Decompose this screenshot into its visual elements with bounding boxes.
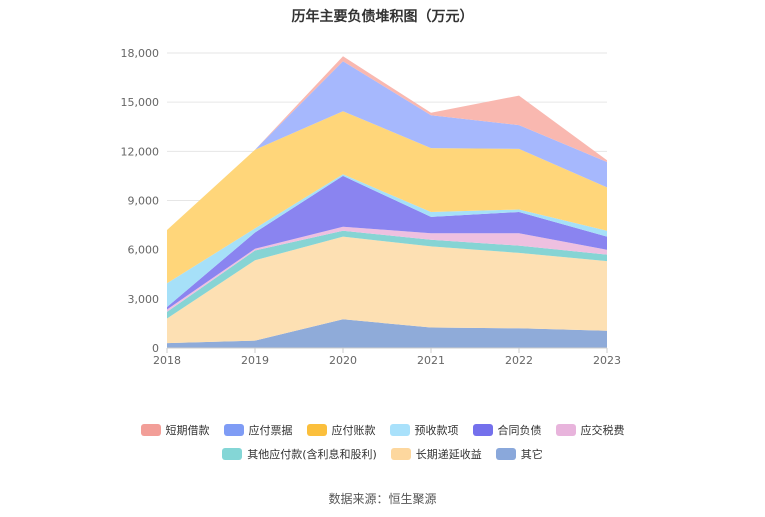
legend-row-2: 其他应付款(含利息和股利) 长期递延收益 其它 — [0, 446, 765, 462]
legend-swatch — [223, 424, 244, 436]
area-series-4 — [167, 175, 607, 310]
legend-item[interactable]: 其他应付款(含利息和股利) — [222, 446, 377, 462]
legend-row-1: 短期借款 应付票据 应付账款 预收款项 合同负债 应交税费 — [0, 422, 765, 438]
source-note: 数据来源：恒生聚源 — [328, 492, 437, 506]
legend-label: 应付票据 — [248, 424, 293, 437]
area-series-0 — [167, 319, 607, 348]
y-tick-label: 6,000 — [128, 244, 160, 257]
y-tick-label: 15,000 — [121, 96, 160, 109]
legend-swatch — [495, 448, 516, 460]
legend-item[interactable]: 应付票据 — [223, 422, 293, 438]
legend-swatch — [222, 448, 243, 460]
x-tick-label: 2021 — [417, 354, 445, 367]
area-layers — [167, 56, 607, 348]
y-tick-label: 9,000 — [128, 195, 160, 208]
x-tick-label: 2019 — [241, 354, 269, 367]
y-tick-label: 18,000 — [121, 47, 160, 60]
legend-swatch — [306, 424, 327, 436]
legend-item[interactable]: 预收款项 — [389, 422, 459, 438]
legend-label: 短期借款 — [165, 424, 210, 437]
legend-label: 其它 — [520, 448, 543, 461]
legend: 短期借款 应付票据 应付账款 预收款项 合同负债 应交税费 其他应付款(含利息和股利) 长期… — [0, 422, 765, 470]
legend-item[interactable]: 长期递延收益 — [390, 446, 482, 462]
legend-label: 合同负债 — [497, 424, 542, 437]
legend-label: 应付账款 — [331, 424, 376, 437]
legend-item[interactable]: 短期借款 — [140, 422, 210, 438]
legend-label: 其他应付款(含利息和股利) — [247, 448, 377, 461]
axes: 0 3,000 6,000 9,000 12,000 15,000 18,000 2018 20… — [121, 47, 622, 367]
legend-swatch — [390, 448, 411, 460]
area-series-1 — [167, 236, 607, 344]
x-tick-label: 2023 — [593, 354, 621, 367]
legend-label: 预收款项 — [414, 424, 459, 437]
y-tick-label: 12,000 — [121, 145, 160, 158]
y-tick-label: 0 — [152, 342, 159, 355]
legend-item[interactable]: 其它 — [495, 446, 543, 462]
legend-label: 应交税费 — [580, 424, 625, 437]
legend-swatch — [555, 424, 576, 436]
chart-title: 历年主要负债堆积图（万元） — [291, 9, 474, 25]
legend-swatch — [472, 424, 493, 436]
area-series-2 — [167, 230, 607, 319]
legend-item[interactable]: 应交税费 — [555, 422, 625, 438]
legend-label: 长期递延收益 — [415, 448, 482, 461]
area-series-7 — [167, 61, 607, 231]
stacked-area-chart: 0 3,000 6,000 9,000 12,000 15,000 18,000 2018 20… — [121, 47, 622, 367]
legend-item[interactable]: 应付账款 — [306, 422, 376, 438]
area-series-6 — [167, 111, 607, 284]
legend-swatch — [389, 424, 410, 436]
legend-item[interactable]: 合同负债 — [472, 422, 542, 438]
x-tick-label: 2022 — [505, 354, 533, 367]
x-tick-label: 2018 — [153, 354, 181, 367]
y-tick-label: 3,000 — [128, 293, 160, 306]
x-tick-label: 2020 — [329, 354, 357, 367]
legend-swatch — [140, 424, 161, 436]
